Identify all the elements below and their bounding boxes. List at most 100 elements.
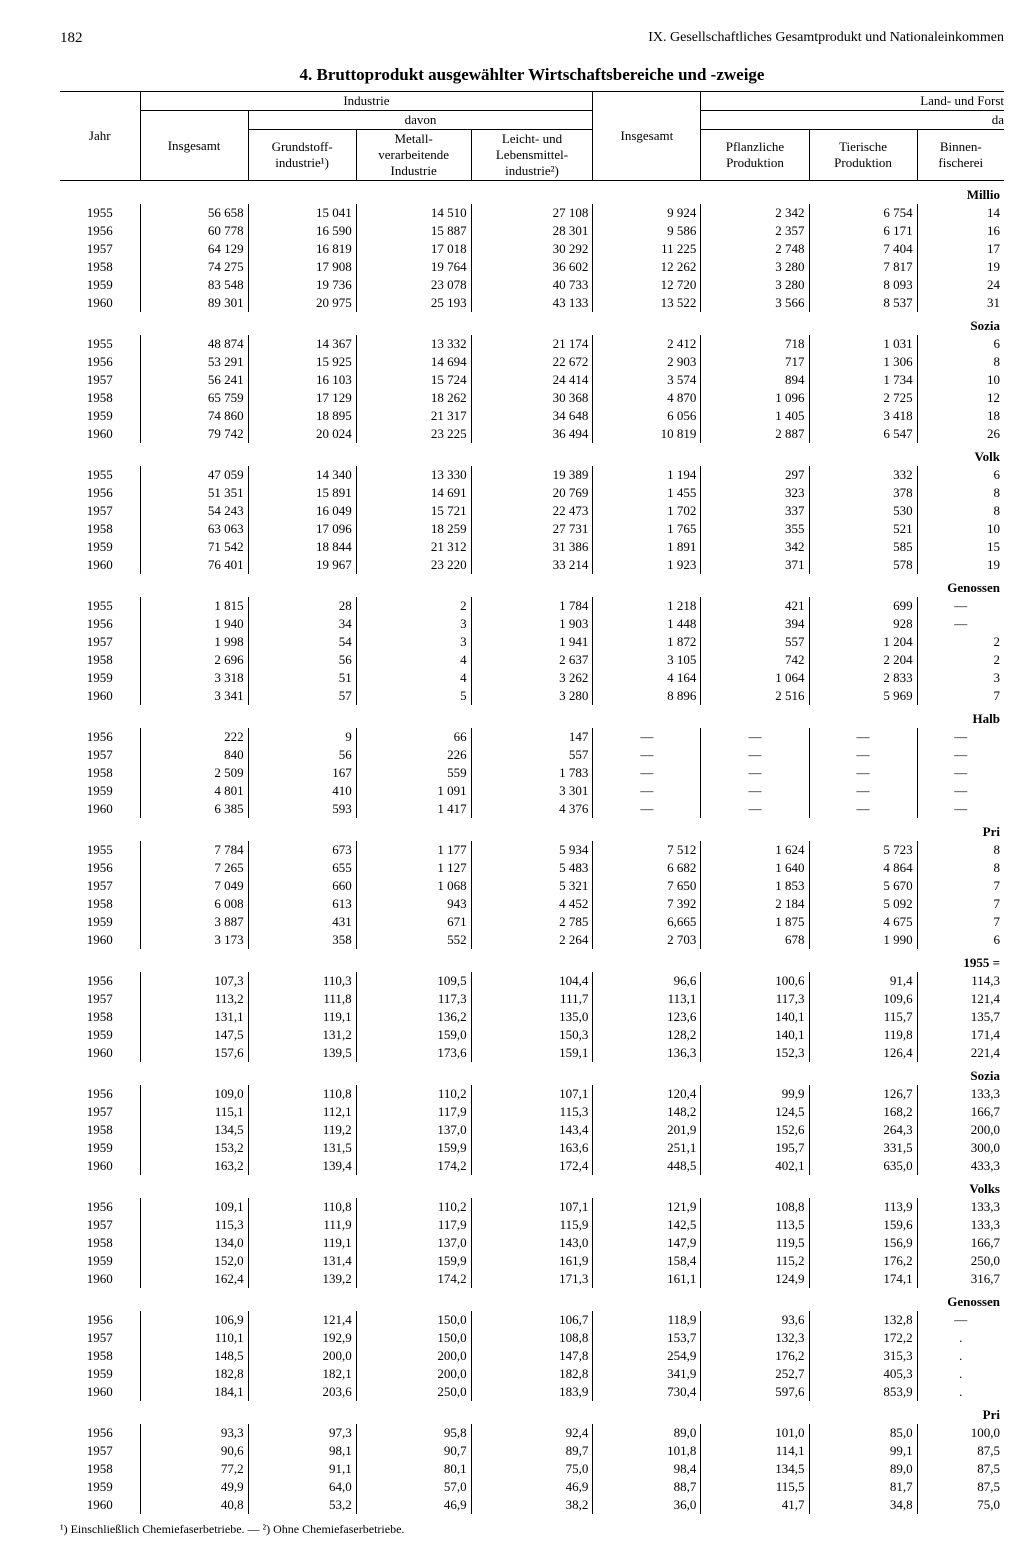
data-cell: 147,9 (593, 1234, 701, 1252)
data-cell: 150,0 (356, 1311, 471, 1329)
data-cell: 18 262 (356, 389, 471, 407)
data-cell: 1 784 (471, 597, 593, 615)
table-row: 195877,291,180,175,098,4134,589,087,5 (60, 1460, 1004, 1478)
data-cell: 17 (917, 240, 1004, 258)
data-cell: 8 (917, 353, 1004, 371)
data-cell: 1 990 (809, 931, 917, 949)
data-cell: 139,4 (248, 1157, 356, 1175)
data-cell: — (593, 782, 701, 800)
table-row: 195971 54218 84421 31231 3861 8913425851… (60, 538, 1004, 556)
section-label: Pri (60, 818, 1004, 841)
data-cell: 31 (917, 294, 1004, 312)
data-cell: 123,6 (593, 1008, 701, 1026)
data-cell: 943 (356, 895, 471, 913)
data-cell: 57 (248, 687, 356, 705)
data-cell: 159,1 (471, 1044, 593, 1062)
data-cell: 16 819 (248, 240, 356, 258)
year-cell: 1956 (60, 222, 140, 240)
data-cell: 132,3 (701, 1329, 809, 1347)
year-cell: 1958 (60, 1234, 140, 1252)
year-cell: 1960 (60, 687, 140, 705)
data-cell: 894 (701, 371, 809, 389)
data-cell: 2 516 (701, 687, 809, 705)
year-cell: 1958 (60, 651, 140, 669)
table-row: 19567 2656551 1275 4836 6821 6404 8648 (60, 859, 1004, 877)
table-row: 19586 0086139434 4527 3922 1845 0927 (60, 895, 1004, 913)
table-row: 19582 6965642 6373 1057422 2042 (60, 651, 1004, 669)
data-cell: 106,9 (140, 1311, 248, 1329)
data-cell: 117,9 (356, 1216, 471, 1234)
data-cell: — (701, 764, 809, 782)
table-row: 19557 7846731 1775 9347 5121 6245 7238 (60, 841, 1004, 859)
data-cell: 7 817 (809, 258, 917, 276)
data-cell: 114,3 (917, 972, 1004, 990)
table-row: 1958148,5200,0200,0147,8254,9176,2315,3. (60, 1347, 1004, 1365)
data-cell: 76 401 (140, 556, 248, 574)
data-cell: 200,0 (356, 1347, 471, 1365)
data-cell: 20 975 (248, 294, 356, 312)
data-cell: 323 (701, 484, 809, 502)
year-cell: 1958 (60, 895, 140, 913)
data-cell: 46,9 (471, 1478, 593, 1496)
data-cell: 171,3 (471, 1270, 593, 1288)
data-cell: 6 008 (140, 895, 248, 913)
section-label: Genossen (60, 1288, 1004, 1311)
data-cell: 16 590 (248, 222, 356, 240)
data-cell: 4 801 (140, 782, 248, 800)
data-cell: 1 417 (356, 800, 471, 818)
data-cell: 108,8 (701, 1198, 809, 1216)
data-cell: 2 (917, 633, 1004, 651)
data-cell: 5 321 (471, 877, 593, 895)
data-cell: 121,9 (593, 1198, 701, 1216)
table-row: 19594 8014101 0913 301———— (60, 782, 1004, 800)
col-leicht: Leicht- und Lebensmittel- industrie²) (471, 130, 593, 181)
data-cell: 110,8 (248, 1085, 356, 1103)
data-cell: 402,1 (701, 1157, 809, 1175)
data-cell: 51 351 (140, 484, 248, 502)
data-cell: 23 225 (356, 425, 471, 443)
data-cell: 27 108 (471, 204, 593, 222)
table-row: 195949,964,057,046,988,7115,581,787,5 (60, 1478, 1004, 1496)
data-cell: 3 341 (140, 687, 248, 705)
data-cell: 56 (248, 651, 356, 669)
data-cell: 119,8 (809, 1026, 917, 1044)
data-cell: 3 262 (471, 669, 593, 687)
data-cell: 15 891 (248, 484, 356, 502)
year-cell: 1960 (60, 1157, 140, 1175)
data-cell: 316,7 (917, 1270, 1004, 1288)
section-label: Sozia (60, 312, 1004, 335)
data-cell: 6 (917, 335, 1004, 353)
data-cell: 118,9 (593, 1311, 701, 1329)
data-cell: — (917, 728, 1004, 746)
col-industrie: Industrie (140, 92, 593, 111)
data-cell: 75,0 (917, 1496, 1004, 1514)
data-cell: 1 872 (593, 633, 701, 651)
data-cell: 25 193 (356, 294, 471, 312)
data-cell: 159,6 (809, 1216, 917, 1234)
year-cell: 1960 (60, 425, 140, 443)
data-cell: 56 658 (140, 204, 248, 222)
year-cell: 1955 (60, 335, 140, 353)
table-row: 1959182,8182,1200,0182,8341,9252,7405,3. (60, 1365, 1004, 1383)
data-cell: 119,1 (248, 1234, 356, 1252)
data-cell: 184,1 (140, 1383, 248, 1401)
year-cell: 1957 (60, 1442, 140, 1460)
data-cell: 2 903 (593, 353, 701, 371)
data-cell: 27 731 (471, 520, 593, 538)
data-cell: 97,3 (248, 1424, 356, 1442)
data-cell: 53,2 (248, 1496, 356, 1514)
data-cell: 1 853 (701, 877, 809, 895)
table-row: 19571 9985431 9411 8725571 2042 (60, 633, 1004, 651)
data-cell: 221,4 (917, 1044, 1004, 1062)
data-cell: 717 (701, 353, 809, 371)
data-cell: 24 (917, 276, 1004, 294)
data-cell: 163,2 (140, 1157, 248, 1175)
data-cell: 74 860 (140, 407, 248, 425)
data-cell: 91,1 (248, 1460, 356, 1478)
data-cell: 143,0 (471, 1234, 593, 1252)
table-row: 19577 0496601 0685 3217 6501 8535 6707 (60, 877, 1004, 895)
table-row: 1956107,3110,3109,5104,496,6100,691,4114… (60, 972, 1004, 990)
data-cell: 1 194 (593, 466, 701, 484)
data-cell: 36,0 (593, 1496, 701, 1514)
data-cell: — (917, 597, 1004, 615)
